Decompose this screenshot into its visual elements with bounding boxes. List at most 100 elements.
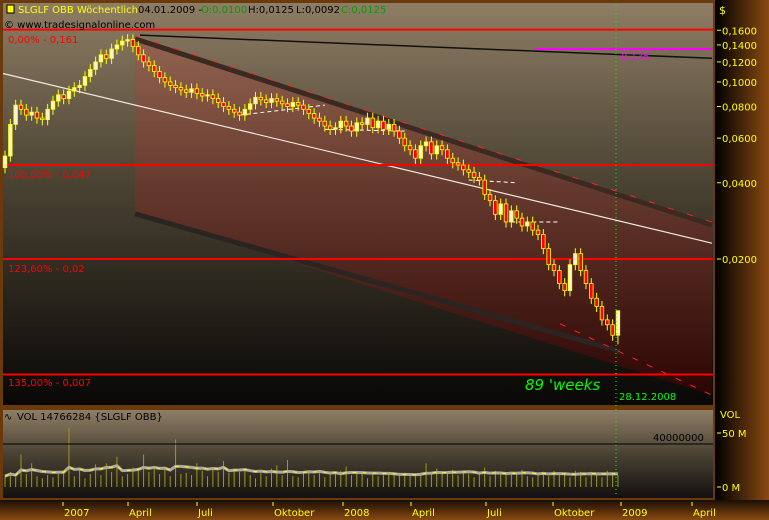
candle-up [242, 108, 248, 116]
candle-up [66, 90, 72, 99]
candle-down [493, 200, 498, 215]
currency-label: $ [719, 4, 726, 17]
candle-down [535, 229, 541, 235]
candle-down [482, 179, 487, 195]
fib-label-100: 100,00% - 0,047 [8, 170, 91, 181]
candle-up [13, 104, 18, 125]
candle-up [205, 94, 210, 97]
candle-down [599, 305, 605, 321]
candle-down [141, 54, 146, 63]
volume-icon: ∿ [4, 412, 12, 423]
header-close: C:0,0125 [341, 5, 386, 16]
header-open: O:0,0100 [201, 5, 247, 16]
candle-up [77, 84, 82, 89]
candle-up [525, 221, 530, 227]
candle-down [258, 96, 264, 101]
candle-down [327, 125, 333, 130]
time-tick-label: 2009 [622, 508, 647, 519]
candle-down [322, 120, 327, 127]
candle-down [551, 264, 557, 271]
candle-up [82, 76, 88, 86]
candle-down [237, 111, 242, 116]
fib-label-1236: 123,60% - 0,02 [8, 264, 85, 275]
candle-up [365, 117, 370, 125]
candle-up [8, 123, 13, 157]
price-tick-label: 0,1400 [722, 41, 757, 52]
time-tick-label: 2008 [344, 508, 369, 519]
time-axis-bg [0, 500, 769, 520]
price-axis[interactable]: 0,1600 0,1400 0,1200 0,1000 0,0800 0,0600 0,04… [717, 26, 757, 266]
pattern-line [468, 179, 517, 184]
candle-up [189, 88, 194, 93]
candle-down [146, 61, 152, 67]
candle-down [301, 104, 306, 110]
overlay-lines [2, 28, 713, 396]
candle-down [445, 149, 450, 159]
candle-up [98, 54, 104, 63]
candle-up [56, 94, 61, 102]
candle-down [215, 98, 221, 103]
candle-down [610, 324, 615, 336]
weeks-label: 89 'weeks [525, 376, 600, 394]
price-tick-label: 0,0800 [722, 103, 757, 114]
candle-up [498, 203, 503, 215]
trend-channel [135, 35, 712, 396]
volume-panel[interactable] [3, 410, 713, 498]
candle-up [418, 145, 423, 159]
candle-up [423, 141, 429, 147]
channel-lower-dashed [559, 323, 713, 396]
symbol-title: SLGLF OBB Wöchentlich [18, 5, 138, 16]
candle-up [338, 120, 343, 129]
candle-up [88, 69, 93, 77]
black-trend-line [139, 34, 713, 60]
time-axis[interactable]: 2007 April Juli Oktober 2008 April Juli Oktober… [62, 502, 716, 519]
time-tick-label: Oktober [554, 508, 595, 519]
candle-down [455, 162, 461, 166]
candle-up [50, 100, 56, 110]
price-tick-label: 0,1000 [722, 78, 757, 89]
candle-down [295, 102, 301, 106]
candle-up [29, 111, 34, 116]
pattern-line [324, 128, 405, 132]
candle-down [541, 234, 546, 249]
candle-down [168, 81, 173, 86]
candle-down [184, 89, 189, 93]
candles [2, 34, 621, 345]
white-trend-line [2, 72, 713, 244]
candle-down [546, 248, 551, 266]
time-tick-label: April [412, 508, 435, 519]
volume-ref-label: 40000000 [653, 433, 704, 444]
candle-down [466, 169, 471, 173]
candle-down [24, 108, 29, 116]
candle-up [573, 253, 578, 266]
volume-title: VOL 14766284 {SLGLF OBB} [17, 412, 163, 423]
candle-down [461, 164, 466, 171]
candle-up [247, 103, 253, 110]
volume-bars [4, 427, 619, 487]
candle-down [173, 84, 178, 89]
candle-down [589, 283, 594, 299]
candle-down [429, 141, 434, 155]
candle-down [391, 123, 397, 132]
candle-down [274, 98, 280, 102]
marker-date: 28.12.2008 [619, 392, 676, 403]
candle-down [413, 149, 418, 159]
candle-up [120, 40, 125, 46]
time-tick-label: Juli [486, 508, 502, 519]
candle-up [386, 123, 391, 130]
candle-down [397, 130, 402, 139]
candle-up [509, 210, 514, 223]
candle-down [471, 171, 477, 178]
candle-down [61, 94, 66, 99]
candle-down [194, 88, 200, 94]
candle-down [519, 217, 525, 227]
fib-label-0: 0,00% - 0,161 [8, 35, 78, 46]
channel-upper-dashed [134, 35, 713, 223]
candle-up [93, 61, 98, 70]
candle-down [343, 120, 349, 127]
candle-up [434, 145, 439, 155]
candle-down [152, 65, 157, 72]
candle-down [605, 319, 610, 326]
candle-up [125, 39, 130, 42]
candle-down [370, 117, 375, 129]
